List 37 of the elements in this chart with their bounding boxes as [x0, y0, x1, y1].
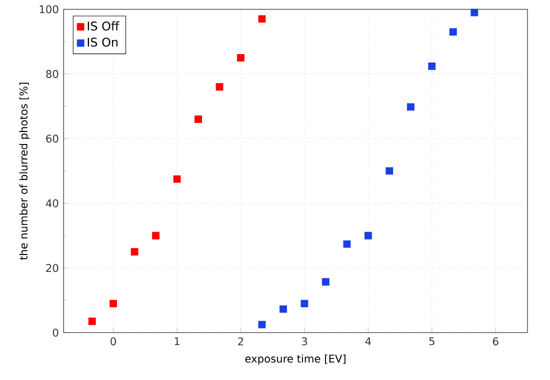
point: [300, 300, 308, 308]
y-axis-title: the number of blurred photos [%]: [19, 82, 30, 260]
point: [110, 300, 118, 308]
legend-label: IS On: [88, 37, 118, 47]
point: [449, 28, 457, 36]
point: [406, 103, 414, 110]
y-tick-label: 80: [46, 70, 58, 78]
point: [194, 115, 202, 123]
x-tick-label: 5: [429, 337, 434, 346]
x-tick-label: 1: [174, 337, 180, 345]
point: [173, 175, 181, 183]
point: [470, 8, 478, 16]
y-tick-label: 60: [46, 134, 58, 142]
point: [386, 167, 394, 174]
y-tick-label: 100: [40, 5, 58, 14]
x-tick-label: 6: [492, 337, 498, 346]
y-tick-label: 20: [46, 264, 58, 272]
point: [428, 62, 436, 70]
point: [216, 83, 224, 90]
point: [343, 240, 351, 248]
y-tick-label: 40: [46, 199, 58, 208]
x-axis-title: exposure time [EV]: [245, 354, 346, 365]
x-tick-label: 2: [238, 337, 244, 346]
point: [237, 54, 244, 62]
legend-label: IS Off: [88, 21, 120, 30]
point: [258, 15, 266, 23]
point: [322, 278, 330, 286]
x-tick-label: 4: [365, 337, 371, 345]
point: [88, 317, 96, 325]
point: [364, 232, 372, 240]
point: [258, 320, 266, 328]
y-tick-label: 0: [52, 328, 58, 336]
x-tick-label: 0: [110, 337, 116, 346]
point: [280, 305, 287, 313]
x-tick-label: 3: [302, 337, 307, 346]
point: [152, 232, 160, 240]
point: [130, 248, 138, 256]
